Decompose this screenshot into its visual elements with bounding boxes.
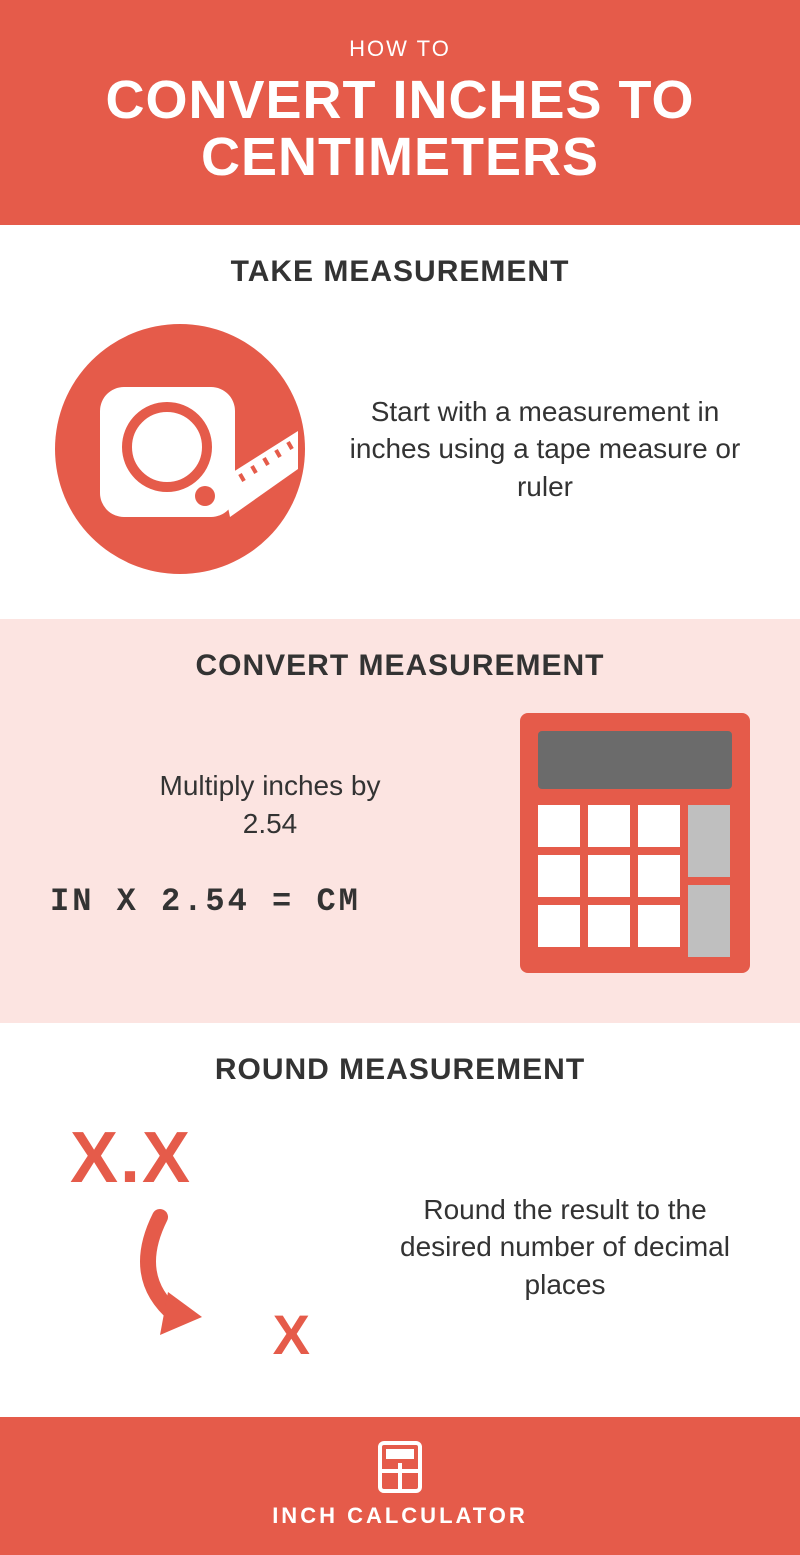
calculator-icon — [520, 713, 750, 973]
section-convert-measurement: CONVERT MEASUREMENT Multiply inches by 2… — [0, 619, 800, 1023]
section-take-measurement: TAKE MEASUREMENT Start with a measuremen… — [0, 225, 800, 619]
round-value-result: X — [273, 1302, 310, 1367]
conversion-formula: IN X 2.54 = CM — [50, 883, 361, 920]
section-3-row: X.X X Round the result to the desired nu… — [50, 1117, 750, 1377]
section-round-measurement: ROUND MEASUREMENT X.X X Round the result… — [0, 1023, 800, 1417]
header-eyebrow: HOW TO — [20, 36, 780, 62]
tape-measure-icon — [50, 319, 310, 579]
footer-brand: INCH CALCULATOR — [0, 1503, 800, 1529]
title-line-1: CONVERT INCHES TO — [105, 70, 694, 130]
section-1-text: Start with a measurement in inches using… — [340, 393, 750, 506]
section-1-row: Start with a measurement in inches using… — [50, 319, 750, 579]
arrow-icon — [120, 1207, 260, 1347]
section-2-left: Multiply inches by 2.54 IN X 2.54 = CM — [50, 767, 490, 920]
header-title: CONVERT INCHES TO CENTIMETERS — [20, 72, 780, 185]
section-3-text: Round the result to the desired number o… — [380, 1191, 750, 1304]
section-2-text: Multiply inches by 2.54 — [130, 767, 410, 843]
section-3-title: ROUND MEASUREMENT — [50, 1053, 750, 1087]
rounding-graphic: X.X X — [50, 1117, 350, 1377]
footer: INCH CALCULATOR — [0, 1417, 800, 1555]
round-value-original: X.X — [70, 1117, 192, 1199]
calculator-logo-icon — [374, 1441, 426, 1493]
section-2-row: Multiply inches by 2.54 IN X 2.54 = CM — [50, 713, 750, 973]
section-1-title: TAKE MEASUREMENT — [50, 255, 750, 289]
section-2-title: CONVERT MEASUREMENT — [50, 649, 750, 683]
header: HOW TO CONVERT INCHES TO CENTIMETERS — [0, 0, 800, 225]
title-line-2: CENTIMETERS — [201, 127, 599, 187]
